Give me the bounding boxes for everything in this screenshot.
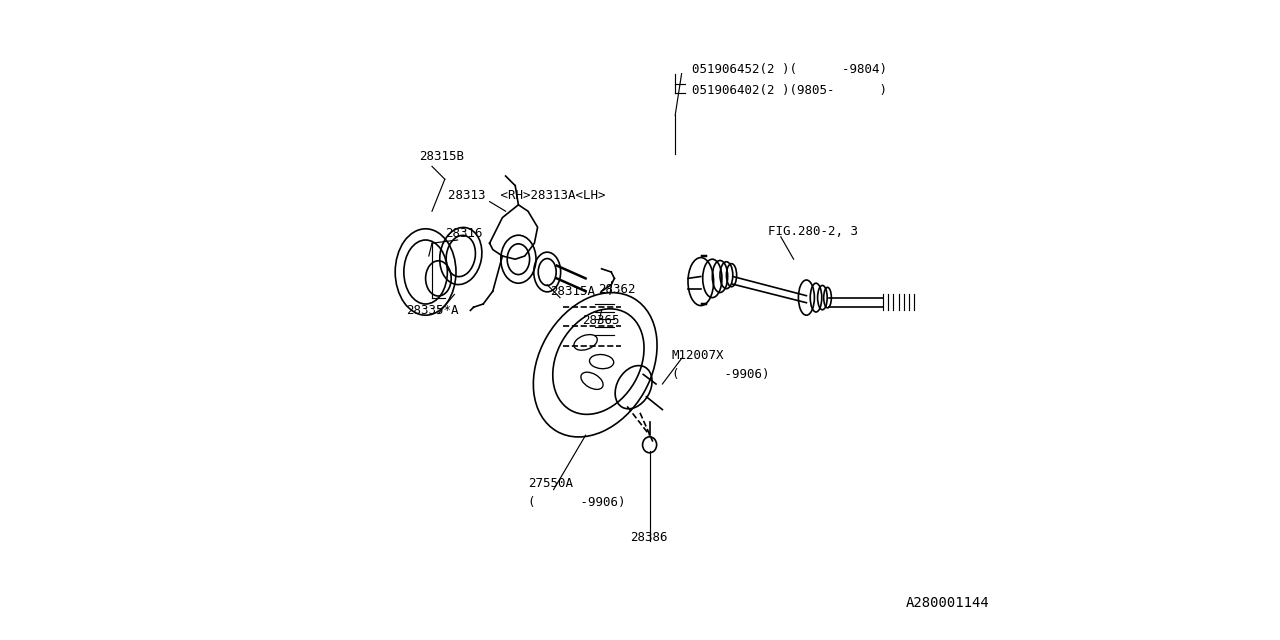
Text: 28315B: 28315B [420, 150, 465, 163]
Text: FIG.280-2, 3: FIG.280-2, 3 [768, 225, 858, 238]
Text: 28365: 28365 [582, 314, 620, 326]
Text: 28315A: 28315A [550, 285, 595, 298]
Text: 28316: 28316 [445, 227, 483, 240]
Text: A280001144: A280001144 [906, 596, 989, 610]
Text: 051906452(2 )(      -9804): 051906452(2 )( -9804) [692, 63, 887, 76]
Text: 28362: 28362 [599, 283, 636, 296]
Text: M12007X: M12007X [672, 349, 724, 362]
Text: 28313  <RH>28313A<LH>: 28313 <RH>28313A<LH> [448, 189, 605, 202]
Text: 051906402(2 )(9805-      ): 051906402(2 )(9805- ) [692, 84, 887, 97]
Text: (      -9906): ( -9906) [672, 368, 769, 381]
Text: 27550A: 27550A [529, 477, 573, 490]
Text: (      -9906): ( -9906) [529, 496, 626, 509]
Text: 28386: 28386 [630, 531, 668, 544]
Text: 28335*A: 28335*A [407, 304, 460, 317]
